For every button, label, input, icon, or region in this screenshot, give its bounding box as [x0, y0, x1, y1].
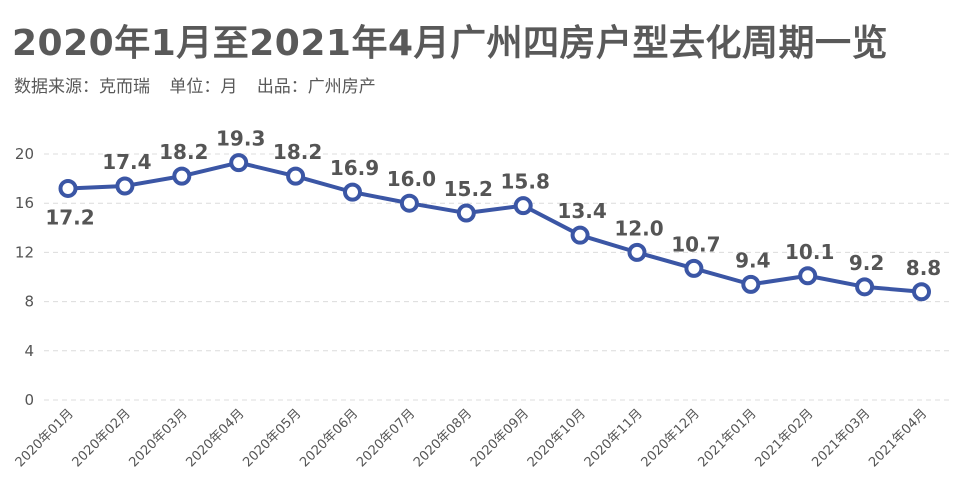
x-tick-label: 2020年04月 — [183, 406, 247, 470]
data-points — [58, 153, 931, 302]
data-point — [570, 225, 590, 245]
x-tick-label: 2020年03月 — [127, 406, 191, 470]
data-label: 19.3 — [216, 127, 265, 151]
x-tick-label: 2020年09月 — [468, 406, 532, 470]
series-line — [67, 160, 922, 294]
data-label: 12.0 — [614, 216, 663, 240]
y-axis-ticks: 0 4 8 12 16 20 — [15, 145, 34, 409]
x-tick-label: 2020年12月 — [639, 406, 703, 470]
data-point — [912, 282, 931, 302]
data-label: 16.0 — [387, 167, 436, 191]
x-tick-label: 2021年03月 — [809, 406, 873, 470]
data-label: 16.9 — [330, 156, 379, 180]
data-point — [741, 274, 761, 294]
unit-label: 单位：月 — [169, 77, 238, 97]
data-point — [798, 266, 818, 286]
data-label: 18.2 — [273, 140, 322, 164]
data-source: 数据来源：克而瑞 — [14, 77, 150, 97]
data-label: 15.2 — [444, 177, 493, 201]
y-tick-label: 12 — [15, 243, 34, 261]
data-point — [58, 178, 78, 198]
data-label: 17.2 — [45, 205, 94, 229]
x-tick-label: 2021年01月 — [696, 406, 760, 470]
data-label: 10.1 — [785, 240, 834, 264]
y-tick-label: 0 — [24, 391, 34, 409]
data-label: 13.4 — [557, 199, 606, 223]
producer-label: 出品：广州房产 — [256, 77, 376, 97]
grid-lines — [44, 153, 950, 401]
data-point — [684, 258, 704, 278]
y-tick-label: 20 — [15, 145, 34, 163]
chart-subtitle: 数据来源：克而瑞 单位：月 出品：广州房产 — [14, 72, 390, 97]
data-label: 15.8 — [501, 170, 550, 194]
x-tick-label: 2020年02月 — [70, 406, 134, 470]
data-point — [627, 242, 647, 262]
data-label: 8.8 — [906, 256, 941, 280]
x-tick-label: 2020年08月 — [411, 406, 475, 470]
data-point — [855, 277, 875, 297]
x-axis-ticks: 2020年01月2020年02月2020年03月2020年04月2020年05月… — [13, 406, 931, 470]
series-line-path — [67, 160, 922, 294]
data-point — [286, 166, 306, 186]
x-tick-label: 2021年02月 — [752, 406, 816, 470]
data-point — [115, 176, 135, 196]
x-tick-label: 2020年07月 — [354, 406, 418, 470]
x-tick-label: 2021年04月 — [866, 406, 930, 470]
data-point — [229, 153, 249, 173]
data-point — [513, 196, 533, 216]
y-tick-label: 8 — [24, 293, 34, 311]
x-tick-label: 2020年05月 — [240, 406, 304, 470]
data-point — [172, 166, 192, 186]
data-label: 9.4 — [735, 248, 770, 272]
x-tick-label: 2020年11月 — [582, 406, 646, 470]
y-tick-label: 4 — [24, 342, 34, 360]
data-label: 17.4 — [102, 150, 151, 174]
y-tick-label: 16 — [15, 194, 34, 212]
x-tick-label: 2020年06月 — [297, 406, 361, 470]
x-tick-label: 2020年01月 — [13, 406, 77, 470]
data-label: 9.2 — [849, 251, 884, 275]
x-tick-label: 2020年10月 — [525, 406, 589, 470]
data-point — [399, 193, 419, 213]
data-label: 10.7 — [671, 232, 720, 256]
chart-title: 2020年1月至2021年4月广州四房户型去化周期一览 — [12, 23, 888, 64]
data-labels: 17.2 17.4 18.2 19.3 18.2 16.9 16.0 15.2 15.8 13.4… — [45, 127, 941, 280]
data-label: 18.2 — [159, 140, 208, 164]
data-point — [456, 203, 476, 223]
data-point — [343, 182, 362, 202]
